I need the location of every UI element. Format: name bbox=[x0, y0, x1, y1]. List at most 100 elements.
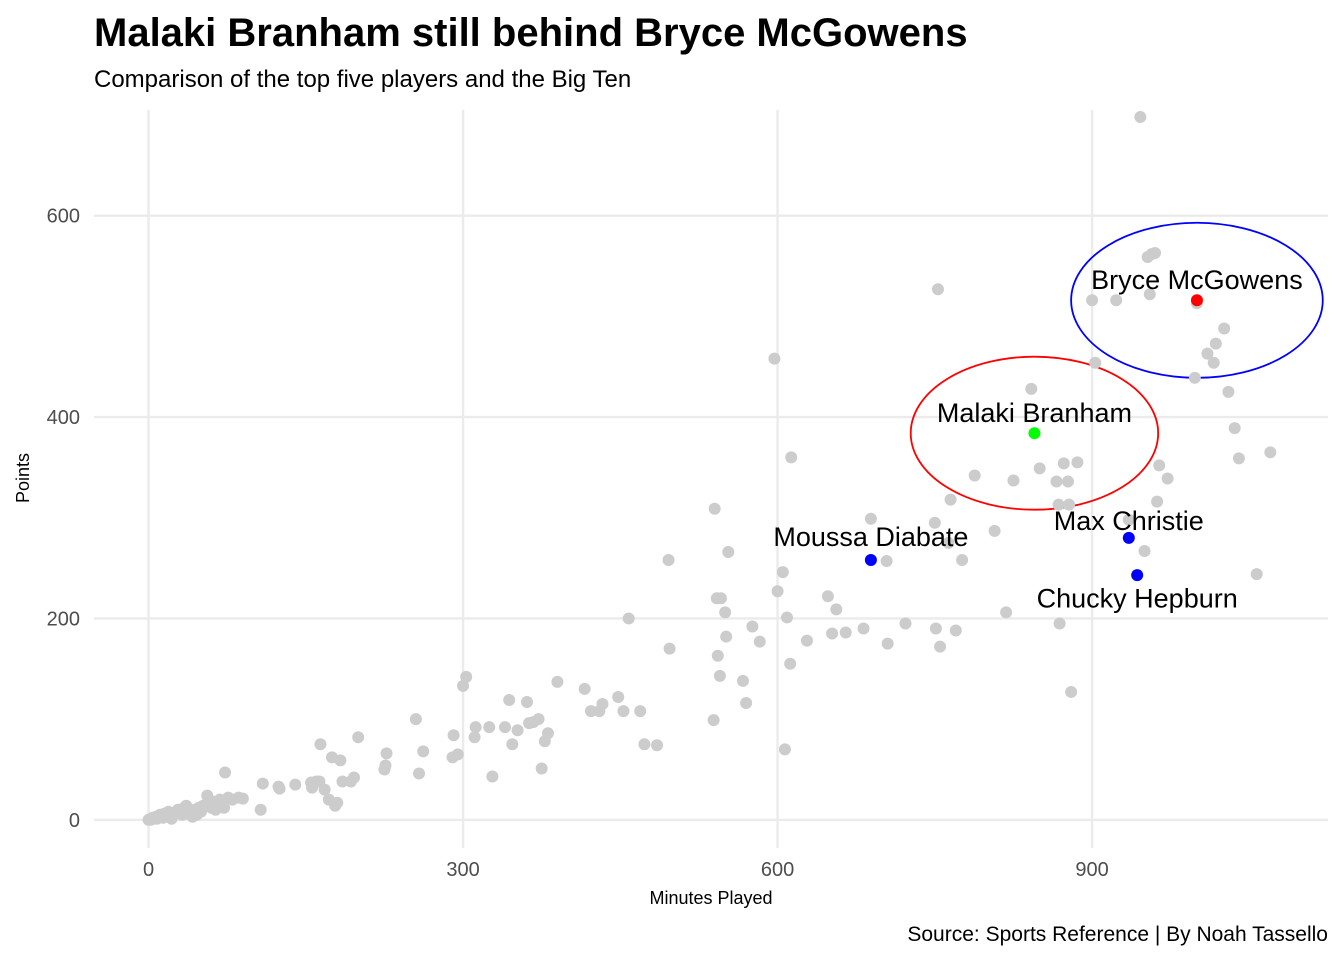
x-tick-label: 300 bbox=[446, 859, 479, 881]
data-point bbox=[864, 512, 877, 525]
y-tick-label: 400 bbox=[47, 407, 80, 429]
data-point bbox=[784, 657, 797, 670]
data-point bbox=[413, 767, 426, 780]
data-point bbox=[1110, 294, 1123, 307]
data-point bbox=[1007, 474, 1020, 487]
data-point bbox=[928, 516, 941, 529]
data-point bbox=[651, 739, 664, 752]
x-axis-title: Minutes Played bbox=[649, 888, 772, 908]
x-tick-label: 0 bbox=[143, 859, 154, 881]
player-label: Moussa Diabate bbox=[773, 522, 968, 552]
data-point bbox=[1138, 544, 1151, 557]
data-point bbox=[1071, 456, 1084, 469]
data-point bbox=[578, 682, 591, 695]
data-point bbox=[778, 743, 791, 756]
data-point bbox=[1025, 382, 1038, 395]
data-point bbox=[781, 611, 794, 624]
data-point bbox=[1188, 371, 1201, 384]
data-point bbox=[1228, 422, 1241, 435]
data-point bbox=[254, 803, 267, 816]
data-point bbox=[348, 771, 361, 784]
data-point bbox=[551, 675, 564, 688]
data-point bbox=[880, 555, 893, 568]
data-point bbox=[596, 698, 609, 711]
data-point bbox=[1209, 337, 1222, 350]
tick-labels: 0 300 600 900 0 200 400 600 bbox=[47, 206, 1109, 881]
player-label: Chucky Hepburn bbox=[1037, 583, 1238, 613]
data-point bbox=[469, 721, 482, 734]
data-point bbox=[409, 713, 422, 726]
data-point bbox=[1201, 347, 1214, 360]
data-points bbox=[142, 111, 1277, 826]
data-point bbox=[821, 590, 834, 603]
data-point bbox=[236, 792, 249, 805]
data-point bbox=[1222, 385, 1235, 398]
data-point bbox=[506, 738, 519, 751]
data-point bbox=[498, 721, 511, 734]
data-point bbox=[1050, 475, 1063, 488]
data-point bbox=[800, 634, 813, 647]
player-label: Bryce McGowens bbox=[1091, 265, 1303, 295]
data-point bbox=[771, 585, 784, 598]
data-point bbox=[944, 493, 957, 506]
player-label: Malaki Branham bbox=[937, 398, 1132, 428]
data-point bbox=[521, 696, 534, 709]
chart-title: Malaki Branham still behind Bryce McGowe… bbox=[94, 11, 968, 55]
data-point bbox=[486, 770, 499, 783]
data-point bbox=[219, 766, 232, 779]
data-point bbox=[1086, 294, 1099, 307]
data-point bbox=[612, 690, 625, 703]
data-point bbox=[1089, 356, 1102, 369]
data-point bbox=[942, 536, 955, 549]
data-point bbox=[1250, 568, 1263, 581]
data-point bbox=[713, 669, 726, 682]
data-point bbox=[1033, 462, 1046, 475]
data-point bbox=[622, 612, 635, 625]
data-point bbox=[483, 721, 496, 734]
data-point bbox=[719, 606, 732, 619]
data-point bbox=[1063, 498, 1076, 511]
data-point bbox=[746, 620, 759, 633]
data-point bbox=[1061, 475, 1074, 488]
data-point bbox=[720, 630, 733, 643]
chart-caption: Source: Sports Reference | By Noah Tasse… bbox=[907, 923, 1328, 946]
data-point bbox=[968, 469, 981, 482]
highlighted-point bbox=[864, 554, 877, 567]
data-point bbox=[634, 705, 647, 718]
data-point bbox=[331, 796, 344, 809]
data-point bbox=[535, 762, 548, 775]
highlighted-point bbox=[1190, 294, 1203, 307]
data-point bbox=[663, 642, 676, 655]
data-point bbox=[460, 670, 473, 683]
data-point bbox=[711, 649, 724, 662]
x-tick-label: 600 bbox=[761, 859, 794, 881]
data-point bbox=[1057, 457, 1070, 470]
data-point bbox=[740, 697, 753, 710]
data-point bbox=[839, 626, 852, 639]
data-point bbox=[511, 724, 524, 737]
data-point bbox=[1000, 606, 1013, 619]
data-point bbox=[1134, 111, 1147, 124]
y-tick-label: 0 bbox=[69, 810, 80, 832]
data-point bbox=[707, 714, 720, 727]
data-point bbox=[956, 554, 969, 567]
player-labels: Bryce McGowens Malaki Branham Max Christie… bbox=[773, 265, 1302, 613]
data-point bbox=[336, 775, 349, 788]
data-point bbox=[1264, 446, 1277, 459]
data-point bbox=[1153, 459, 1166, 472]
data-point bbox=[352, 731, 365, 744]
data-point bbox=[1065, 685, 1078, 698]
data-point bbox=[785, 451, 798, 464]
y-tick-label: 600 bbox=[47, 206, 80, 228]
data-point bbox=[768, 352, 781, 365]
data-point bbox=[417, 745, 430, 758]
y-axis-title: Points bbox=[13, 453, 33, 503]
data-point bbox=[899, 617, 912, 630]
highlighted-point bbox=[1131, 569, 1144, 582]
data-point bbox=[830, 603, 843, 616]
data-point bbox=[1218, 322, 1231, 335]
data-point bbox=[662, 554, 675, 567]
data-point bbox=[1122, 513, 1135, 526]
data-point bbox=[934, 640, 947, 653]
